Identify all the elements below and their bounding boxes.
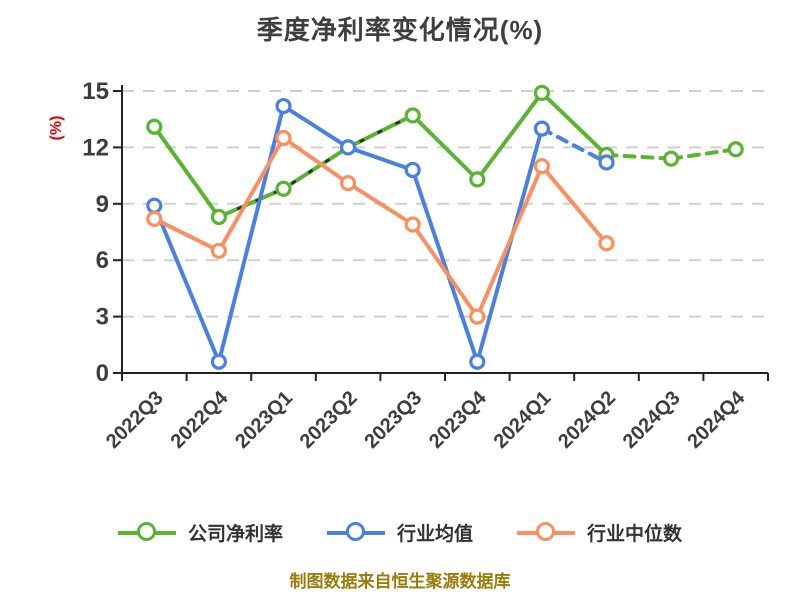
series-0-segment-6 [539, 90, 609, 157]
series-2-segment-2 [281, 136, 351, 186]
y-axis-unit-label: (%) [48, 116, 65, 141]
series-0-dark-overlay [218, 114, 414, 219]
series-2-segment-0 [152, 216, 221, 253]
y-tick-label-15: 15 [82, 78, 109, 105]
series-0-point-2023Q3[interactable] [404, 107, 421, 124]
y-tick-label-9: 9 [96, 191, 109, 218]
series-1-point-2022Q4[interactable] [210, 353, 227, 370]
series-1-point-2023Q4[interactable] [469, 353, 486, 370]
legend-circle [136, 522, 156, 541]
x-tick-label-2023Q4: 2023Q4 [425, 386, 492, 453]
x-tick-label-2023Q3: 2023Q3 [360, 387, 426, 453]
data-source-caption: 制图数据来自恒生聚源数据库 [289, 572, 511, 591]
series-2-point-2023Q3[interactable] [404, 216, 421, 233]
legend-item-company-net-margin[interactable]: 公司净利率 [117, 519, 283, 546]
series-2-point-2023Q2[interactable] [340, 175, 357, 192]
series-0-point-2024Q3[interactable] [662, 150, 680, 167]
series-2-point-2022Q4[interactable] [210, 242, 227, 259]
x-tick-label-2023Q2: 2023Q2 [296, 387, 362, 453]
series-0-point-2023Q4[interactable] [469, 171, 486, 188]
series-0-segment-7 [604, 152, 674, 161]
series-1-point-2023Q3[interactable] [404, 161, 421, 179]
series-0-point-2023Q1[interactable] [275, 180, 292, 197]
series-2-segment-6 [539, 164, 609, 246]
series-0-segment-0 [152, 124, 221, 219]
series-1-segment-3 [346, 145, 415, 172]
y-tick-label-3: 3 [96, 304, 109, 331]
legend-circle [536, 522, 555, 541]
series-0-segment-1 [216, 186, 286, 219]
series-0-point-2022Q3[interactable] [146, 118, 163, 135]
y-tick-label-6: 6 [96, 247, 109, 274]
series-2-point-2024Q2[interactable] [598, 235, 615, 252]
x-tick-label-2024Q2: 2024Q2 [554, 387, 620, 453]
series-2-point-2023Q1[interactable] [275, 129, 292, 147]
series-1-segment-6 [539, 126, 609, 165]
line-marker-icon [117, 522, 176, 543]
series-0-point-2022Q4[interactable] [210, 208, 227, 226]
legend-circle [345, 522, 365, 541]
series-1-segment-0 [152, 203, 221, 364]
line-marker-icon [326, 522, 385, 543]
series-0-segment-4 [410, 113, 480, 182]
line-marker-icon [517, 522, 575, 543]
series-1-point-2023Q2[interactable] [340, 139, 357, 156]
series-1-point-2022Q3[interactable] [146, 197, 163, 214]
series-0-segment-8 [669, 147, 738, 161]
x-tick-label-2023Q1: 2023Q1 [231, 387, 297, 453]
series-2-point-2024Q1[interactable] [533, 158, 551, 175]
x-tick-label-2024Q1: 2024Q1 [490, 387, 556, 453]
y-tick-label-12: 12 [82, 134, 109, 161]
x-tick-label-2022Q4: 2022Q4 [167, 386, 234, 453]
series-1-point-2024Q2[interactable] [598, 154, 615, 171]
y-tick-label-0: 0 [96, 360, 109, 387]
legend: 公司净利率 行业均值 行业中位数 [0, 519, 800, 546]
series-2-point-2023Q4[interactable] [469, 308, 486, 325]
x-tick-label-2024Q4: 2024Q4 [683, 386, 750, 453]
series-1-segment-4 [410, 167, 480, 364]
series-1-segment-1 [216, 104, 286, 364]
plot-area[interactable]: 03691215(%)2022Q32022Q42023Q12023Q22023Q… [0, 50, 800, 490]
series-1-point-2024Q1[interactable] [533, 120, 551, 137]
series-2-segment-1 [216, 136, 286, 253]
series-2-point-2022Q3[interactable] [146, 210, 163, 227]
series-0-point-2024Q1[interactable] [533, 84, 551, 101]
series-2-segment-3 [346, 181, 415, 227]
legend-label: 公司净利率 [187, 524, 283, 545]
series-2-segment-4 [410, 222, 480, 319]
series-2-segment-5 [475, 164, 544, 319]
legend-label: 行业中位数 [587, 524, 683, 545]
chart-title: 季度净利率变化情况(%) [256, 15, 544, 45]
series-1-point-2023Q1[interactable] [275, 97, 292, 115]
legend-label: 行业均值 [396, 524, 473, 545]
x-tick-label-2022Q3: 2022Q3 [102, 387, 168, 453]
series-0-point-2024Q4[interactable] [727, 141, 744, 158]
legend-item-industry-median[interactable]: 行业中位数 [517, 519, 682, 546]
series-0-segment-5 [475, 90, 544, 182]
series-1-segment-2 [281, 104, 351, 150]
x-tick-label-2024Q3: 2024Q3 [619, 387, 685, 453]
legend-item-industry-mean[interactable]: 行业均值 [326, 519, 473, 546]
